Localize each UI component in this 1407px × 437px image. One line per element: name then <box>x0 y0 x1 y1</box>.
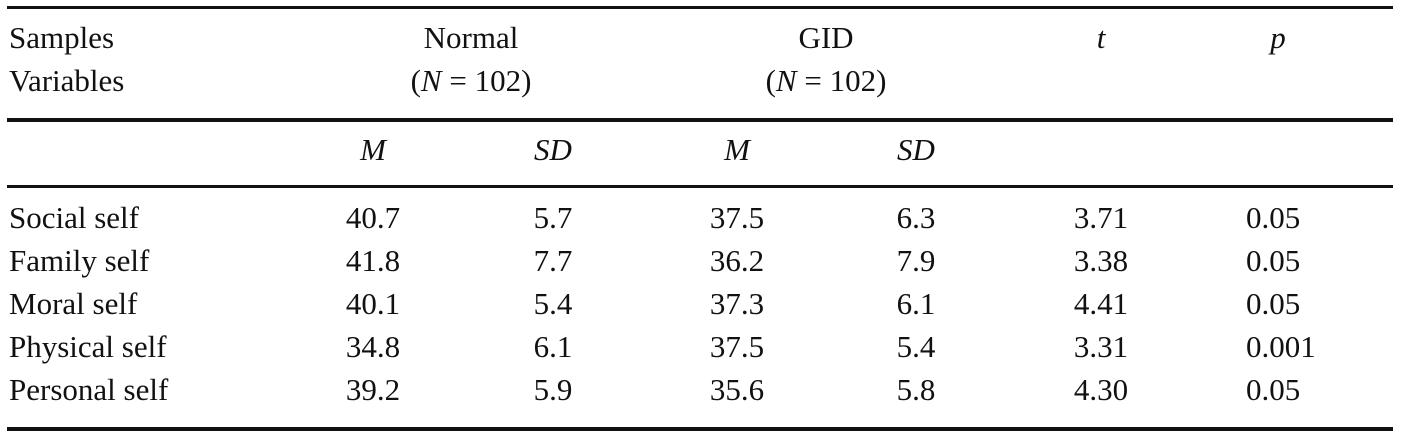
variable-name: Moral self <box>9 286 138 321</box>
gid-sd-value: 6.1 <box>896 286 936 321</box>
normal-sd-value: 5.4 <box>533 286 573 321</box>
gid-n-value: = 102) <box>796 63 887 98</box>
table-row: Social self 40.7 5.7 37.5 6.3 3.71 0.05 <box>0 202 1407 245</box>
bottom-rule <box>7 427 1393 431</box>
t-value: 4.30 <box>1073 372 1129 407</box>
t-value: 4.41 <box>1073 286 1129 321</box>
normal-mean-value: 40.7 <box>345 200 401 235</box>
variable-name: Family self <box>9 243 150 278</box>
normal-sample-size: (N = 102) <box>411 65 532 96</box>
t-value: 3.38 <box>1073 243 1129 278</box>
p-value: 0.05 <box>1246 200 1301 235</box>
p-value: 0.05 <box>1246 286 1301 321</box>
p-value-header: p <box>1270 20 1286 55</box>
gid-n-open: ( <box>765 63 776 98</box>
gid-sd-header: SD <box>897 132 935 167</box>
normal-mean-value: 41.8 <box>345 243 401 278</box>
gid-mean-value: 37.5 <box>709 329 765 364</box>
normal-sd-header: SD <box>534 132 572 167</box>
table-row: Family self 41.8 7.7 36.2 7.9 3.38 0.05 <box>0 245 1407 288</box>
normal-group-header: Normal <box>423 20 519 55</box>
variable-name: Social self <box>9 200 139 235</box>
subheader-rule <box>7 185 1393 188</box>
gid-mean-value: 37.5 <box>709 200 765 235</box>
gid-mean-value: 35.6 <box>709 372 765 407</box>
gid-sd-value: 6.3 <box>896 200 936 235</box>
gid-mean-value: 37.3 <box>709 286 765 321</box>
variable-name: Personal self <box>9 372 169 407</box>
normal-n-symbol: N <box>420 63 442 98</box>
normal-sd-value: 5.9 <box>533 372 573 407</box>
p-value: 0.05 <box>1246 372 1301 407</box>
normal-mean-value: 40.1 <box>345 286 401 321</box>
variables-header: Variables <box>9 63 125 98</box>
p-value: 0.001 <box>1246 329 1316 364</box>
gid-n-symbol: N <box>775 63 797 98</box>
normal-mean-header: M <box>360 132 386 167</box>
table-row: Moral self 40.1 5.4 37.3 6.1 4.41 0.05 <box>0 288 1407 331</box>
normal-sd-value: 6.1 <box>533 329 573 364</box>
t-value: 3.71 <box>1073 200 1129 235</box>
header-rule <box>7 118 1393 122</box>
p-value: 0.05 <box>1246 243 1301 278</box>
samples-header: Samples <box>9 20 115 55</box>
normal-mean-value: 34.8 <box>345 329 401 364</box>
gid-mean-value: 36.2 <box>709 243 765 278</box>
t-statistic-header: t <box>1096 20 1106 55</box>
t-value: 3.31 <box>1073 329 1129 364</box>
top-rule <box>7 6 1393 9</box>
gid-sd-value: 5.8 <box>896 372 936 407</box>
normal-sd-value: 5.7 <box>533 200 573 235</box>
normal-n-value: = 102) <box>441 63 532 98</box>
gid-mean-header: M <box>724 132 750 167</box>
gid-sample-size: (N = 102) <box>766 65 887 96</box>
gid-sd-value: 7.9 <box>896 243 936 278</box>
variable-name: Physical self <box>9 329 167 364</box>
table-row: Personal self 39.2 5.9 35.6 5.8 4.30 0.0… <box>0 374 1407 417</box>
gid-sd-value: 5.4 <box>896 329 936 364</box>
normal-n-open: ( <box>410 63 421 98</box>
gid-group-header: GID <box>798 20 854 55</box>
table-row: Physical self 34.8 6.1 37.5 5.4 3.31 0.0… <box>0 331 1407 374</box>
normal-mean-value: 39.2 <box>345 372 401 407</box>
normal-sd-value: 7.7 <box>533 243 573 278</box>
